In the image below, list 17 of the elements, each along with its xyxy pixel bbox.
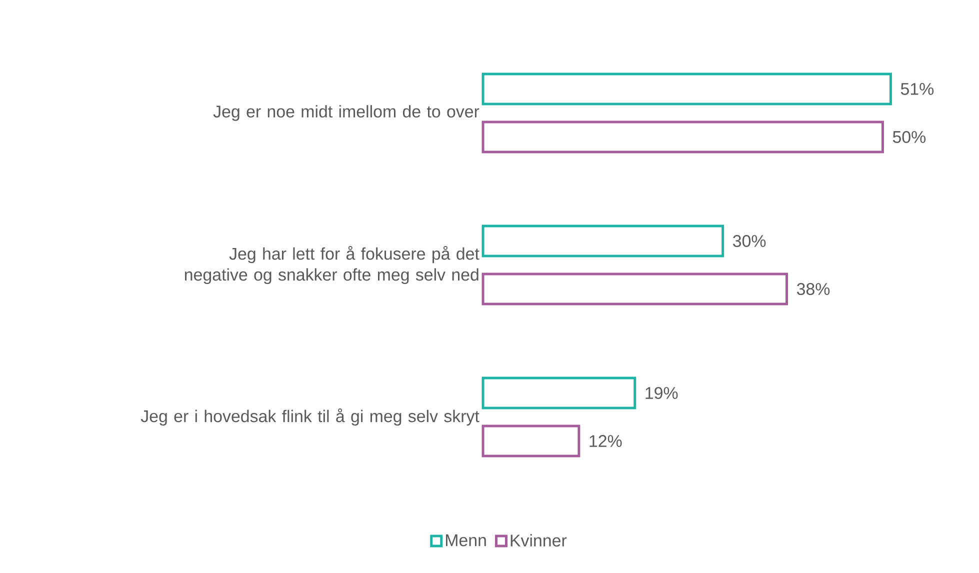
- data-label: 12%: [590, 435, 622, 447]
- data-label: 19%: [646, 387, 678, 400]
- data-label: 38%: [796, 283, 830, 296]
- y-tick-label: Jeg har lett for å fokusere på det negative og snakker ofte meg selv ned: [184, 246, 480, 284]
- bar: [482, 272, 788, 306]
- y-tick-label: Jeg er i hovedsak flink til å gi meg selv skryt: [140, 408, 480, 426]
- bar: [482, 120, 884, 154]
- data-label: 50%: [892, 131, 926, 144]
- y-tick-label: Jeg er noe midt imellom de to over: [213, 105, 480, 121]
- bar: [482, 424, 580, 458]
- bar: [482, 224, 724, 258]
- legend-label: Kvinner: [510, 534, 567, 547]
- bar: [482, 72, 892, 106]
- bar: [482, 376, 636, 410]
- data-label: 30%: [732, 235, 766, 248]
- data-label: 51%: [900, 83, 934, 95]
- legend-label: Menn: [446, 534, 486, 546]
